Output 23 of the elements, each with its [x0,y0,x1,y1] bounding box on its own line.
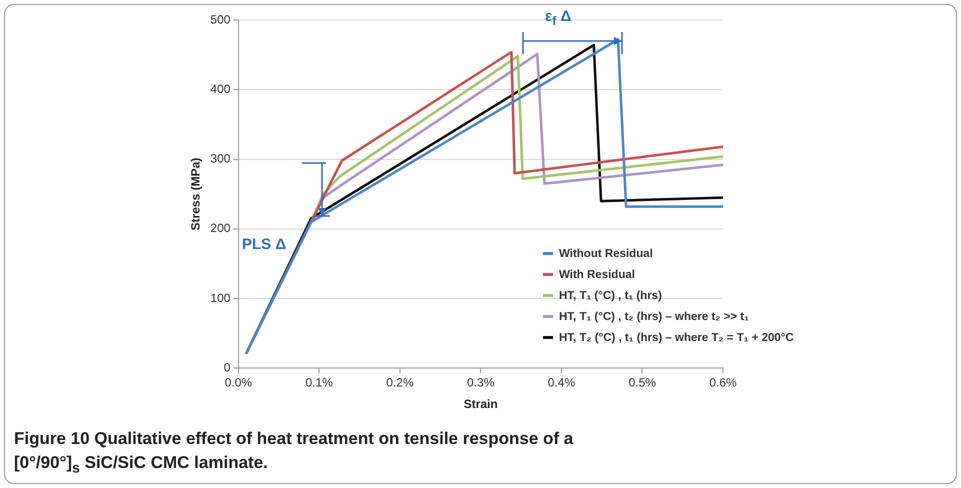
x-tick-label: 0.3% [467,376,495,390]
y-tick-label: 0 [224,360,231,375]
x-tick-label: 0.0% [224,376,252,390]
y-tick-label: 200 [210,221,231,236]
legend-label: Without Residual [559,248,653,260]
caption: Figure 10 Qualitative effect of heat treatment on tensile response of a [0°/90°]$_{s}$ SiC/SiC CMC laminate. [14,428,574,478]
annotation: PLS Δ [242,236,286,253]
y-tick-label: 500 [210,12,231,26]
y-tick-label: 100 [210,290,231,305]
legend-label: With Residual [559,268,635,280]
x-tick-label: 0.5% [628,376,656,390]
x-axis-title: Strain [464,397,498,412]
x-tick-label: 0.1% [306,376,334,390]
x-tick-label: 0.2% [386,376,414,390]
legend-label: HT, T₁ (°C) , t₂ (hrs) – where t₂ >> t₁ [559,310,749,322]
y-tick-label: 300 [210,152,231,166]
y-axis-title: Stress (MPa) [188,158,203,230]
legend-label: HT, T₂ (°C) , t₁ (hrs) – where T₂ = T₁ + 200°C [559,332,794,344]
annotation: ε$_{f}$ Δ [545,8,572,28]
y-tick-label: 400 [210,82,231,96]
x-tick-label: 0.4% [548,376,576,390]
x-tick-label: 0.6% [709,376,737,390]
legend-label: HT, T₁ (°C) , t₁ (hrs) [559,290,662,302]
